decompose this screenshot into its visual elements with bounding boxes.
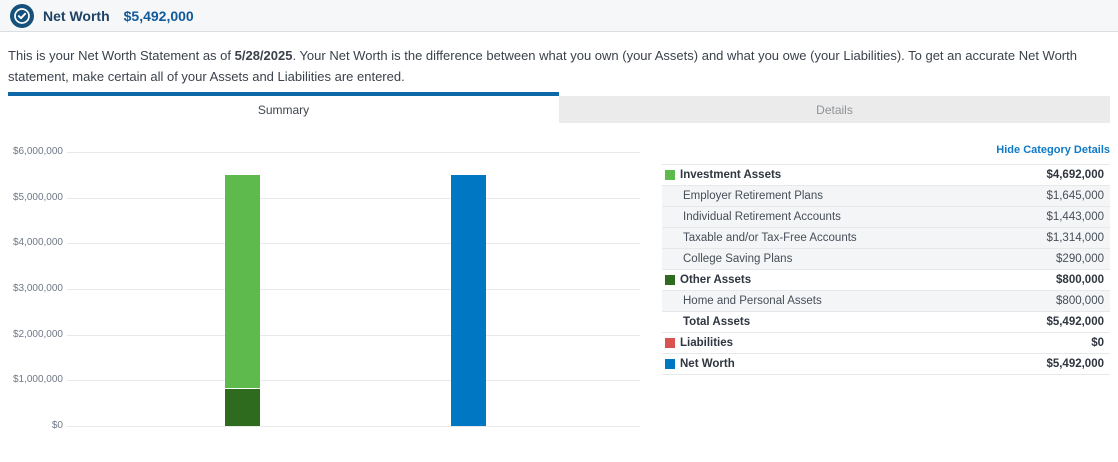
tab-summary-label: Summary	[257, 102, 310, 117]
gridline	[67, 152, 640, 153]
row-value: $1,443,000	[1046, 211, 1104, 223]
description-text-before: This is your Net Worth Statement as of	[8, 48, 235, 63]
gridline	[67, 197, 640, 199]
net-worth-description: This is your Net Worth Statement as of 5…	[8, 45, 1110, 87]
y-axis-tick-label: $0	[51, 420, 63, 431]
category-panel: Hide Category Details Investment Assets $…	[662, 144, 1110, 375]
row-value: $5,492,000	[1046, 316, 1104, 328]
page-title: Net Worth	[43, 7, 110, 24]
y-axis-tick-label: $1,000,000	[12, 374, 63, 386]
row-value: $1,645,000	[1046, 190, 1104, 202]
y-axis-tick-label: $6,000,000	[12, 146, 63, 157]
row-label: Employer Retirement Plans	[683, 190, 823, 202]
y-axis-tick-label: $5,000,000	[12, 191, 63, 203]
category-color-swatch	[665, 359, 675, 369]
bar-segment-investment-assets	[225, 175, 260, 389]
gridline	[67, 243, 640, 245]
bar-segment-other-assets	[225, 389, 260, 426]
row-value: $800,000	[1056, 274, 1104, 286]
tab-bar: Summary Details	[8, 92, 1110, 123]
gridline	[67, 426, 640, 427]
row-label: Investment Assets	[680, 169, 782, 181]
table-row: Net Worth $5,492,000	[662, 354, 1110, 375]
table-row: Taxable and/or Tax-Free Accounts $1,314,0…	[662, 228, 1110, 249]
statement-date: 5/28/2025	[234, 48, 293, 63]
gridline	[67, 289, 640, 290]
table-row: Individual Retirement Accounts $1,443,000	[662, 207, 1110, 228]
category-color-swatch	[665, 338, 675, 348]
row-label: Other Assets	[680, 274, 752, 286]
description-text-after: . Your Net Worth is the difference betwe…	[8, 48, 1077, 84]
tab-summary[interactable]: Summary	[8, 92, 559, 123]
row-label-cell: Taxable and/or Tax-Free Accounts	[665, 232, 857, 244]
row-value: $5,492,000	[1046, 358, 1104, 370]
row-value: $800,000	[1056, 295, 1104, 307]
row-label: Total Assets	[683, 316, 751, 328]
net-worth-amount: $5,492,000	[123, 7, 194, 24]
gridline	[67, 380, 640, 382]
row-label-cell: Other Assets	[665, 274, 751, 286]
row-label: College Saving Plans	[683, 253, 793, 265]
row-label-cell: Net Worth	[665, 358, 735, 370]
row-value: $1,314,000	[1046, 232, 1104, 244]
row-label-cell: Employer Retirement Plans	[665, 190, 823, 202]
row-label-cell: Individual Retirement Accounts	[665, 211, 841, 223]
row-label: Taxable and/or Tax-Free Accounts	[683, 232, 857, 244]
table-row: Investment Assets $4,692,000	[662, 165, 1110, 186]
row-label: Liabilities	[680, 337, 734, 349]
table-row: Liabilities $0	[662, 333, 1110, 354]
hide-category-details-link[interactable]: Hide Category Details	[996, 144, 1110, 156]
table-row: Employer Retirement Plans $1,645,000	[662, 186, 1110, 207]
table-row: College Saving Plans $290,000	[662, 249, 1110, 270]
row-label-cell: College Saving Plans	[665, 253, 792, 265]
tab-details[interactable]: Details	[559, 96, 1110, 123]
header-bar: Net Worth $5,492,000	[0, 0, 1118, 32]
bar-segment-net-worth	[451, 175, 486, 426]
row-value: $4,692,000	[1046, 169, 1104, 181]
row-value: $0	[1091, 337, 1104, 349]
table-row: Total Assets $5,492,000	[662, 312, 1110, 333]
gridline	[67, 334, 640, 336]
table-row: Other Assets $800,000	[662, 270, 1110, 291]
row-label-cell: Home and Personal Assets	[665, 295, 822, 307]
row-label: Individual Retirement Accounts	[683, 211, 841, 223]
row-label: Home and Personal Assets	[683, 295, 822, 307]
table-row: Home and Personal Assets $800,000	[662, 291, 1110, 312]
y-axis-tick-label: $3,000,000	[12, 283, 63, 294]
row-label-cell: Liabilities	[665, 337, 733, 349]
row-value: $290,000	[1056, 253, 1104, 265]
y-axis-tick-label: $2,000,000	[12, 328, 63, 340]
category-color-swatch	[665, 170, 675, 180]
row-label: Net Worth	[680, 358, 735, 370]
check-circle-icon	[10, 3, 34, 28]
net-worth-bar-chart: $0 $1,000,000 $2,000,000 $3,000,000 $4,000,0…	[8, 146, 642, 431]
row-label-cell: Investment Assets	[665, 169, 781, 181]
tab-details-label: Details	[816, 102, 853, 117]
category-color-swatch	[665, 275, 675, 285]
summary-table: Investment Assets $4,692,000 Employer Reti…	[662, 164, 1110, 375]
row-label-cell: Total Assets	[665, 316, 750, 328]
y-axis-tick-label: $4,000,000	[12, 237, 63, 249]
